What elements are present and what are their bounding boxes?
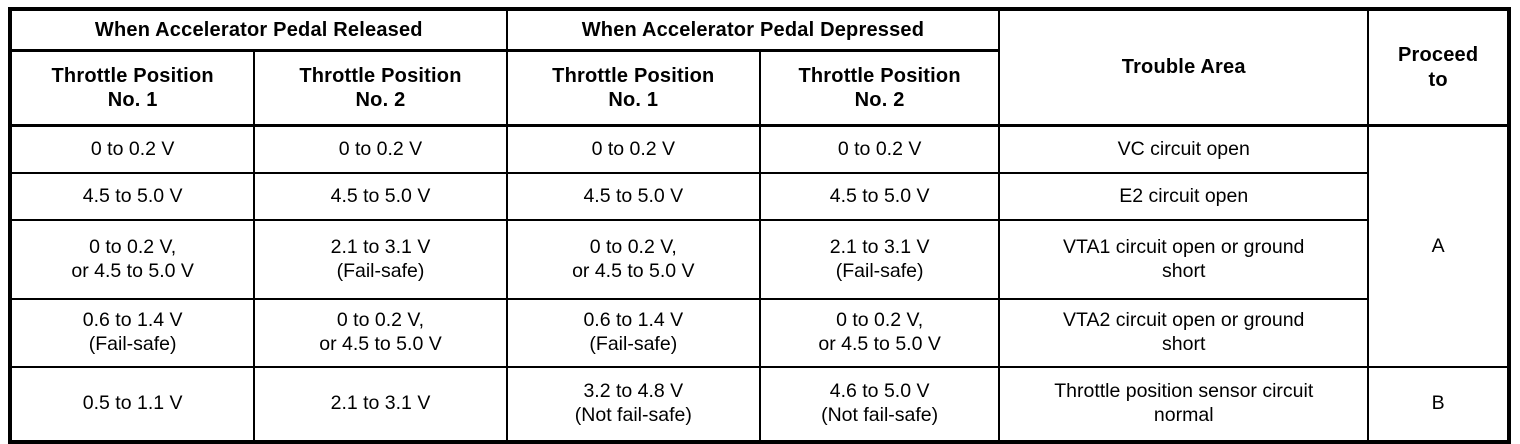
cell-r2-released-tp2: 4.5 to 5.0 V bbox=[253, 172, 508, 221]
cell-r1-trouble-area: VC circuit open bbox=[998, 124, 1370, 174]
cell-r4-released-tp1: 0.6 to 1.4 V (Fail-safe) bbox=[8, 298, 256, 368]
cell-r5-released-tp1: 0.5 to 1.1 V bbox=[8, 366, 256, 443]
header-group-row: When Accelerator Pedal Released When Acc… bbox=[9, 8, 1510, 127]
header-released-tp2: Throttle Position No. 2 bbox=[253, 49, 508, 127]
cell-r5-depressed-tp1: 3.2 to 4.8 V (Not fail-safe) bbox=[505, 366, 761, 443]
cell-r3-depressed-tp2: 2.1 to 3.1 V (Fail-safe) bbox=[758, 219, 1001, 300]
cell-r1-depressed-tp2: 0 to 0.2 V bbox=[758, 124, 1001, 174]
header-released-tp1: Throttle Position No. 1 bbox=[8, 49, 256, 127]
cell-proceed-a: A bbox=[1367, 124, 1510, 368]
header-depressed-tp1: Throttle Position No. 1 bbox=[505, 49, 761, 127]
cell-r3-released-tp1: 0 to 0.2 V, or 4.5 to 5.0 V bbox=[8, 219, 256, 300]
cell-r5-released-tp2: 2.1 to 3.1 V bbox=[253, 366, 508, 443]
cell-r3-trouble-area: VTA1 circuit open or ground short bbox=[998, 219, 1370, 300]
cell-r5-depressed-tp2: 4.6 to 5.0 V (Not fail-safe) bbox=[758, 366, 1001, 443]
table-row-vc-open: 0 to 0.2 V 0 to 0.2 V 0 to 0.2 V 0 to 0.… bbox=[8, 124, 1510, 368]
cell-r2-depressed-tp1: 4.5 to 5.0 V bbox=[505, 172, 761, 221]
cell-r4-depressed-tp2: 0 to 0.2 V, or 4.5 to 5.0 V bbox=[758, 298, 1001, 368]
header-sub-row: Throttle Position No. 1 Throttle Positio… bbox=[8, 49, 1509, 127]
cell-r2-depressed-tp2: 4.5 to 5.0 V bbox=[758, 172, 1001, 221]
table-row-vta1-short: 0 to 0.2 V, or 4.5 to 5.0 V 2.1 to 3.1 V… bbox=[8, 219, 1509, 300]
cell-r3-depressed-tp1: 0 to 0.2 V, or 4.5 to 5.0 V bbox=[505, 219, 761, 300]
header-trouble-area: Trouble Area bbox=[998, 8, 1370, 127]
cell-r1-depressed-tp1: 0 to 0.2 V bbox=[505, 124, 761, 174]
table-row-vta2-short: 0.6 to 1.4 V (Fail-safe) 0 to 0.2 V, or … bbox=[8, 298, 1509, 368]
diagnostic-table: When Accelerator Pedal Released When Acc… bbox=[8, 7, 1511, 444]
cell-r4-depressed-tp1: 0.6 to 1.4 V (Fail-safe) bbox=[505, 298, 761, 368]
header-when-depressed: When Accelerator Pedal Depressed bbox=[505, 8, 1001, 52]
cell-r2-trouble-area: E2 circuit open bbox=[998, 172, 1370, 221]
cell-r1-released-tp2: 0 to 0.2 V bbox=[253, 124, 508, 174]
cell-r1-released-tp1: 0 to 0.2 V bbox=[8, 124, 256, 174]
header-when-released: When Accelerator Pedal Released bbox=[9, 8, 508, 52]
table-row-sensor-normal: 0.5 to 1.1 V 2.1 to 3.1 V 3.2 to 4.8 V (… bbox=[8, 366, 1510, 443]
cell-r4-released-tp2: 0 to 0.2 V, or 4.5 to 5.0 V bbox=[253, 298, 508, 368]
header-depressed-tp2: Throttle Position No. 2 bbox=[758, 49, 1001, 127]
header-proceed-to: Proceed to bbox=[1367, 8, 1510, 127]
cell-r2-released-tp1: 4.5 to 5.0 V bbox=[8, 172, 256, 221]
cell-r3-released-tp2: 2.1 to 3.1 V (Fail-safe) bbox=[253, 219, 508, 300]
cell-r5-trouble-area: Throttle position sensor circuit normal bbox=[998, 366, 1370, 443]
table-row-e2-open: 4.5 to 5.0 V 4.5 to 5.0 V 4.5 to 5.0 V 4… bbox=[8, 172, 1509, 221]
cell-proceed-b: B bbox=[1367, 366, 1510, 443]
cell-r4-trouble-area: VTA2 circuit open or ground short bbox=[998, 298, 1370, 368]
